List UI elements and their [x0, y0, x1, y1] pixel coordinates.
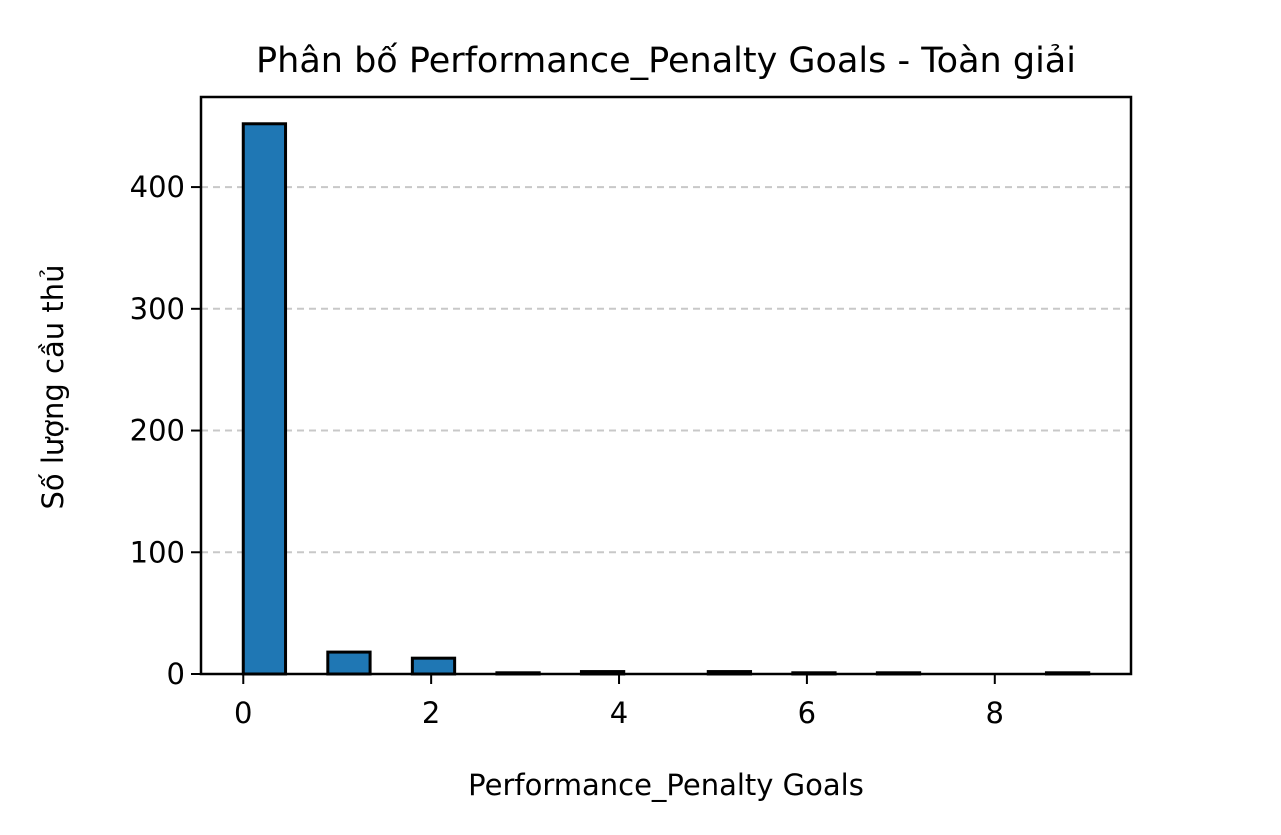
- chart-title: Phân bố Performance_Penalty Goals - Toàn…: [256, 41, 1076, 81]
- y-tick-label: 0: [167, 657, 185, 691]
- x-tick-label: 2: [422, 696, 440, 730]
- y-tick-label: 100: [130, 535, 185, 569]
- y-axis-ticks: 0 100 200 300 400: [130, 170, 201, 691]
- y-tick-label: 400: [130, 170, 185, 204]
- y-gridlines: [201, 186, 1131, 554]
- histogram-bar: [326, 650, 372, 676]
- histogram-bar: [241, 122, 288, 676]
- y-tick-label: 200: [130, 414, 185, 448]
- x-tick-label: 6: [798, 696, 816, 730]
- x-axis-ticks: 0 2 4 6 8: [234, 674, 1004, 730]
- y-axis-label: Số lượng cầu thủ: [36, 265, 70, 510]
- x-tick-label: 8: [986, 696, 1004, 730]
- x-tick-label: 0: [234, 696, 252, 730]
- x-tick-label: 4: [610, 696, 628, 730]
- bars-group: [241, 122, 1091, 676]
- x-axis-label: Performance_Penalty Goals: [468, 768, 864, 802]
- y-tick-label: 300: [130, 292, 185, 326]
- histogram-bar: [410, 656, 457, 676]
- plot-frame: [199, 95, 1133, 676]
